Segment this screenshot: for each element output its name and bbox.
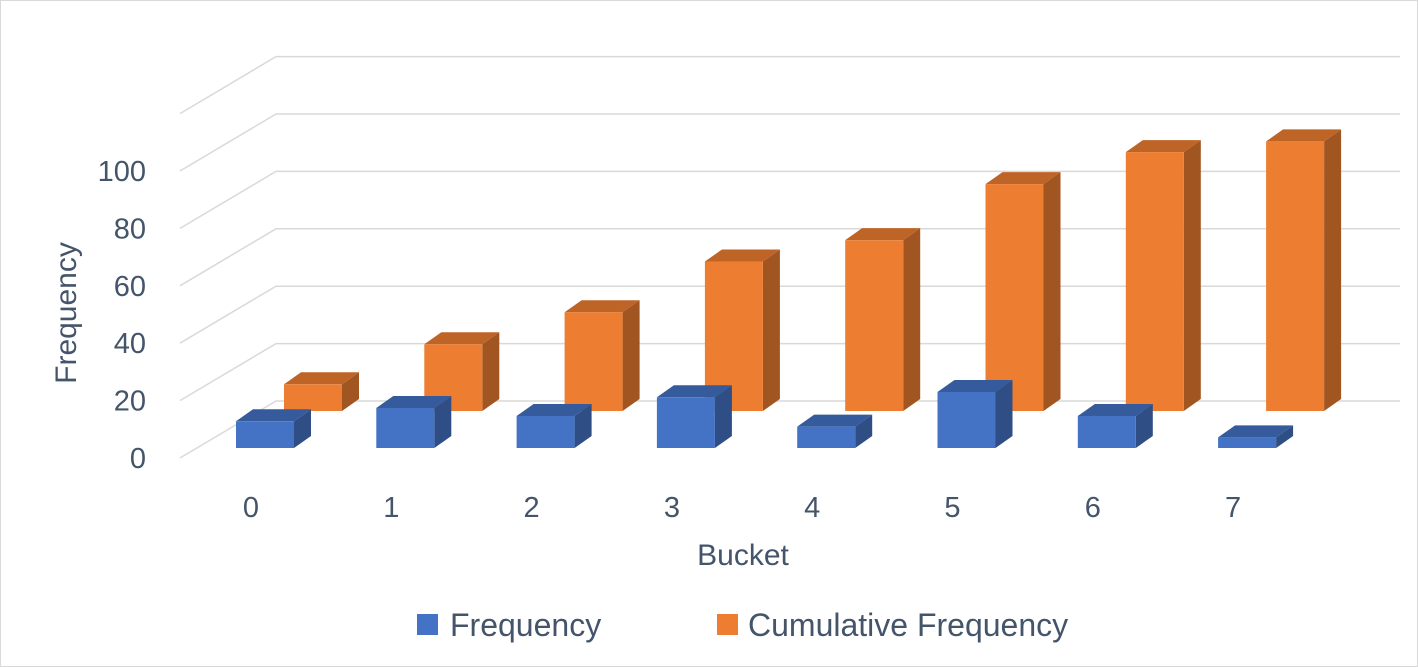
bar-top	[284, 372, 359, 385]
bar-frequency-2	[516, 403, 592, 448]
y-tick-80: 80	[114, 213, 146, 245]
bar-top	[985, 172, 1061, 185]
bar-frequency-5	[937, 379, 1013, 448]
x-axis-ticks: 0 1 2 3 4 5 6 7	[243, 492, 1241, 524]
y-axis-ticks: 0 20 40 60 80 100	[98, 156, 146, 475]
y-tick-20: 20	[114, 386, 146, 418]
bar-top	[1077, 403, 1153, 416]
bar-front	[1218, 437, 1277, 448]
bars	[236, 129, 1342, 448]
y-axis-title: Frequency	[50, 242, 83, 384]
bar-top	[937, 379, 1013, 392]
gridline-100	[179, 113, 1400, 172]
legend-label-frequency: Frequency	[450, 607, 601, 643]
y-tick-0: 0	[130, 443, 146, 475]
bar-top	[564, 300, 640, 313]
bar-front	[564, 312, 623, 411]
bar-side	[1324, 129, 1342, 411]
x-tick-2: 2	[524, 492, 540, 524]
gridline-40	[179, 285, 1400, 344]
bar-frequency-7	[1218, 425, 1294, 448]
gridlines	[179, 55, 1400, 459]
x-axis-title: Bucket	[697, 539, 789, 572]
bar-frequency-1	[376, 395, 452, 448]
bar-top	[516, 403, 592, 416]
y-tick-40: 40	[114, 328, 146, 360]
bar-side	[434, 395, 452, 448]
bar-front	[1266, 141, 1325, 411]
bar-side	[1043, 172, 1061, 411]
legend-swatch-frequency	[417, 614, 438, 635]
bar-side	[622, 300, 640, 411]
x-tick-0: 0	[243, 492, 259, 524]
bar-frequency-6	[1077, 403, 1153, 448]
bar-side	[1135, 403, 1153, 448]
bar-cumulative-frequency-3	[704, 249, 780, 411]
bar-frequency-0	[236, 409, 311, 448]
gridline-20	[179, 342, 1400, 402]
bar-side	[294, 409, 311, 448]
bar-cumulative-frequency-2	[564, 300, 640, 411]
y-tick-100: 100	[98, 156, 146, 188]
bar-front	[516, 415, 575, 448]
bar-side	[762, 249, 780, 411]
bar-side	[995, 379, 1013, 448]
bar-front	[284, 384, 342, 411]
bar-front	[845, 240, 904, 411]
bar-front	[985, 184, 1044, 411]
bar-front	[656, 397, 715, 448]
bar-front	[236, 421, 294, 448]
bar-frequency-4	[797, 414, 873, 448]
gridline-60	[179, 228, 1400, 287]
bar-top	[1125, 140, 1201, 153]
bar-front	[797, 426, 856, 448]
bar-cumulative-frequency-4	[845, 228, 921, 411]
bar-cumulative-frequency-7	[1266, 129, 1342, 411]
bar-top	[236, 409, 311, 422]
bar-top	[424, 332, 500, 345]
x-tick-1: 1	[383, 492, 399, 524]
x-tick-7: 7	[1225, 492, 1241, 524]
legend-label-cumulative-frequency: Cumulative Frequency	[748, 607, 1068, 643]
bar-cumulative-frequency-5	[985, 172, 1061, 411]
bar-side	[342, 372, 359, 411]
bar-side	[855, 414, 873, 448]
bar-top	[656, 385, 732, 398]
bar-side	[714, 385, 732, 448]
x-tick-3: 3	[664, 492, 680, 524]
bar-side	[1276, 425, 1294, 448]
bar-top	[704, 249, 780, 262]
gridline-0	[179, 400, 1400, 459]
bar-side	[1183, 140, 1201, 412]
gridline-top	[179, 55, 1400, 115]
bar-cumulative-frequency-0	[284, 372, 359, 411]
bar-top	[1266, 129, 1342, 142]
bar-side	[574, 403, 592, 448]
bar-cumulative-frequency-6	[1125, 140, 1201, 412]
x-tick-5: 5	[944, 492, 960, 524]
bar-front	[376, 407, 435, 448]
y-tick-60: 60	[114, 271, 146, 303]
bar-top	[797, 414, 873, 427]
bar-top	[845, 228, 921, 241]
bar-front	[1077, 415, 1136, 448]
legend-swatch-cumulative-frequency	[717, 614, 738, 635]
bar-side	[482, 332, 500, 411]
legend: Frequency Cumulative Frequency	[417, 607, 1068, 643]
x-tick-6: 6	[1085, 492, 1101, 524]
x-tick-4: 4	[804, 492, 820, 524]
bar-front	[937, 391, 996, 448]
bar-side	[903, 228, 921, 411]
bar-top	[1218, 425, 1294, 438]
gridline-80	[179, 170, 1400, 230]
bar-top	[376, 395, 452, 408]
bar-front	[1125, 152, 1184, 412]
bar-frequency-3	[656, 385, 732, 448]
